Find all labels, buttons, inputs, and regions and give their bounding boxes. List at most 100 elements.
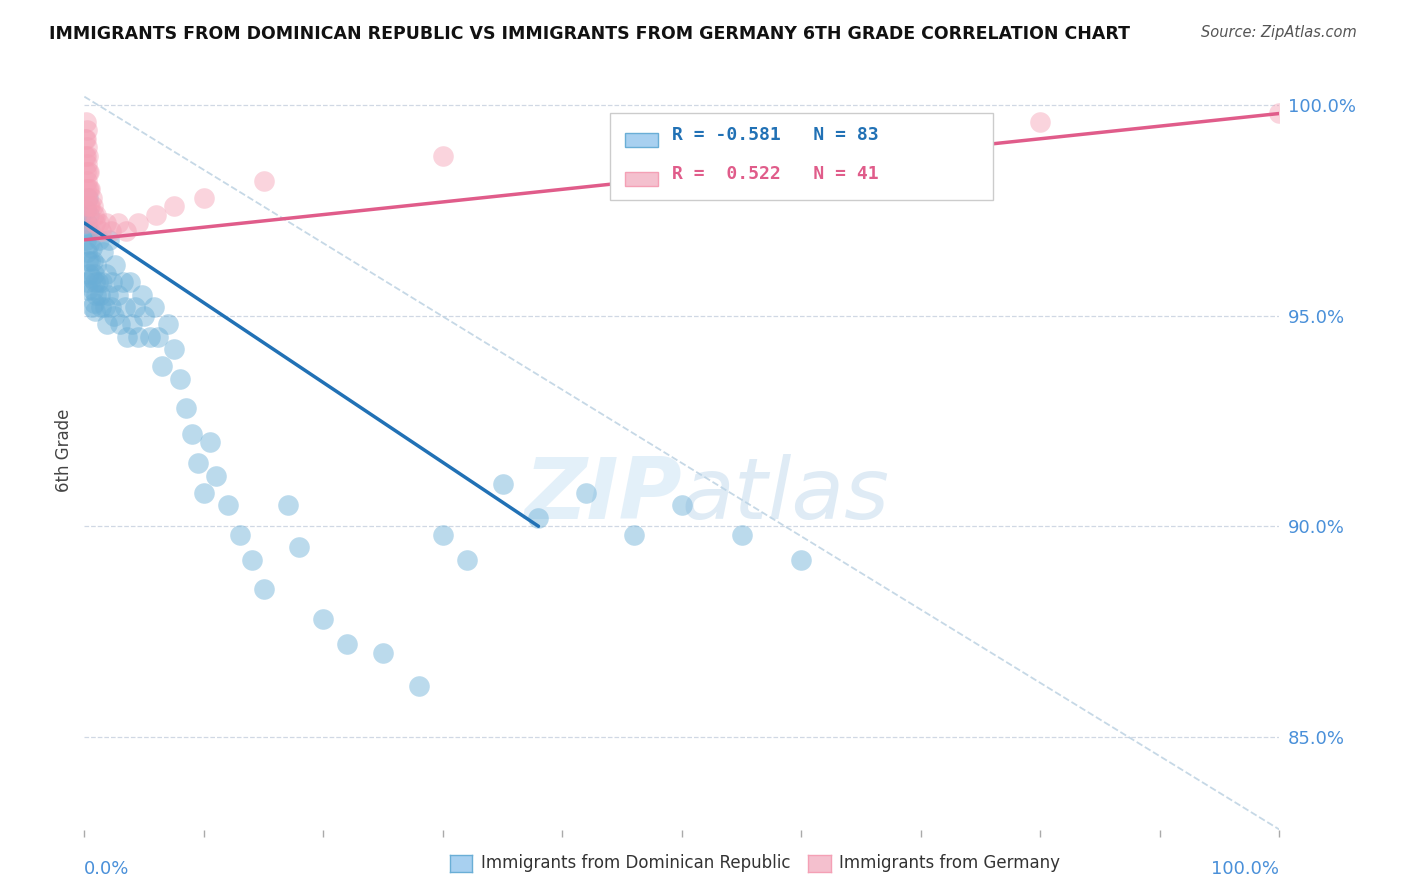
Text: Source: ZipAtlas.com: Source: ZipAtlas.com bbox=[1201, 25, 1357, 40]
Point bbox=[790, 553, 813, 567]
Point bbox=[76, 191, 98, 205]
Point bbox=[77, 191, 100, 205]
Point bbox=[169, 372, 191, 386]
Point bbox=[77, 182, 100, 196]
Point bbox=[80, 241, 103, 255]
Point bbox=[82, 253, 104, 268]
Point bbox=[73, 148, 96, 162]
Point bbox=[76, 216, 98, 230]
Point bbox=[93, 300, 115, 314]
Point bbox=[75, 182, 97, 196]
Point bbox=[145, 208, 167, 222]
Point bbox=[456, 553, 478, 567]
Point bbox=[76, 174, 98, 188]
Point bbox=[75, 132, 97, 146]
Text: 100.0%: 100.0% bbox=[1212, 860, 1279, 878]
Point bbox=[193, 485, 215, 500]
Point bbox=[83, 296, 105, 310]
Point bbox=[373, 646, 395, 660]
Point bbox=[132, 309, 156, 323]
Point bbox=[77, 267, 100, 281]
Point bbox=[77, 224, 100, 238]
Point bbox=[76, 275, 98, 289]
Point bbox=[205, 468, 228, 483]
Point bbox=[174, 401, 197, 416]
Point bbox=[127, 330, 149, 344]
Text: Immigrants from Germany: Immigrants from Germany bbox=[839, 855, 1060, 872]
Point bbox=[336, 637, 359, 651]
Point bbox=[87, 233, 110, 247]
Point bbox=[492, 477, 515, 491]
Point bbox=[671, 498, 693, 512]
Point bbox=[114, 300, 136, 314]
Point bbox=[198, 435, 221, 450]
Point bbox=[181, 426, 204, 441]
Point bbox=[82, 199, 104, 213]
Point bbox=[148, 330, 170, 344]
Point bbox=[79, 182, 101, 196]
Point bbox=[163, 199, 186, 213]
Point bbox=[83, 208, 105, 222]
Y-axis label: 6th Grade: 6th Grade bbox=[55, 409, 73, 492]
Point bbox=[623, 527, 645, 541]
Point bbox=[1268, 106, 1291, 120]
Point bbox=[240, 553, 263, 567]
Point bbox=[117, 330, 139, 344]
Point bbox=[77, 237, 100, 252]
Point bbox=[91, 275, 114, 289]
Point bbox=[84, 275, 107, 289]
Point bbox=[90, 300, 112, 314]
Point bbox=[97, 287, 120, 301]
Point bbox=[731, 527, 754, 541]
Point bbox=[253, 582, 276, 597]
Point bbox=[77, 165, 100, 179]
Point bbox=[157, 317, 180, 331]
Point bbox=[76, 157, 98, 171]
Point bbox=[86, 258, 108, 272]
Point bbox=[82, 284, 104, 298]
Point bbox=[76, 140, 98, 154]
Point bbox=[77, 165, 100, 179]
Point bbox=[86, 275, 108, 289]
Point bbox=[277, 498, 299, 512]
Point bbox=[163, 343, 186, 357]
Point bbox=[432, 148, 454, 162]
Point bbox=[80, 191, 103, 205]
Point bbox=[75, 148, 97, 162]
Point bbox=[98, 233, 121, 247]
Point bbox=[1029, 115, 1052, 129]
Point bbox=[187, 456, 209, 470]
Point bbox=[73, 132, 96, 146]
Point bbox=[193, 191, 215, 205]
Point bbox=[100, 224, 122, 238]
Point bbox=[79, 253, 101, 268]
Point bbox=[75, 165, 97, 179]
Point bbox=[75, 216, 97, 230]
Point bbox=[110, 317, 132, 331]
Point bbox=[96, 317, 118, 331]
Point bbox=[80, 300, 103, 314]
FancyBboxPatch shape bbox=[610, 113, 993, 201]
Point bbox=[76, 123, 98, 137]
Point bbox=[83, 267, 105, 281]
Point bbox=[89, 287, 111, 301]
Text: R = -0.581   N = 83: R = -0.581 N = 83 bbox=[672, 126, 879, 144]
Point bbox=[84, 304, 107, 318]
Point bbox=[101, 275, 124, 289]
Point bbox=[100, 300, 122, 314]
Bar bbox=[624, 133, 658, 146]
Point bbox=[527, 511, 550, 525]
Point bbox=[77, 208, 100, 222]
Point bbox=[103, 309, 125, 323]
Point bbox=[77, 253, 100, 268]
Point bbox=[253, 174, 276, 188]
Text: atlas: atlas bbox=[682, 454, 890, 538]
Point bbox=[77, 182, 100, 196]
Point bbox=[118, 275, 141, 289]
Point bbox=[94, 267, 117, 281]
Text: ZIP: ZIP bbox=[524, 454, 682, 538]
Point bbox=[115, 224, 138, 238]
Point bbox=[75, 233, 97, 247]
Point bbox=[150, 359, 173, 374]
Point bbox=[142, 300, 165, 314]
